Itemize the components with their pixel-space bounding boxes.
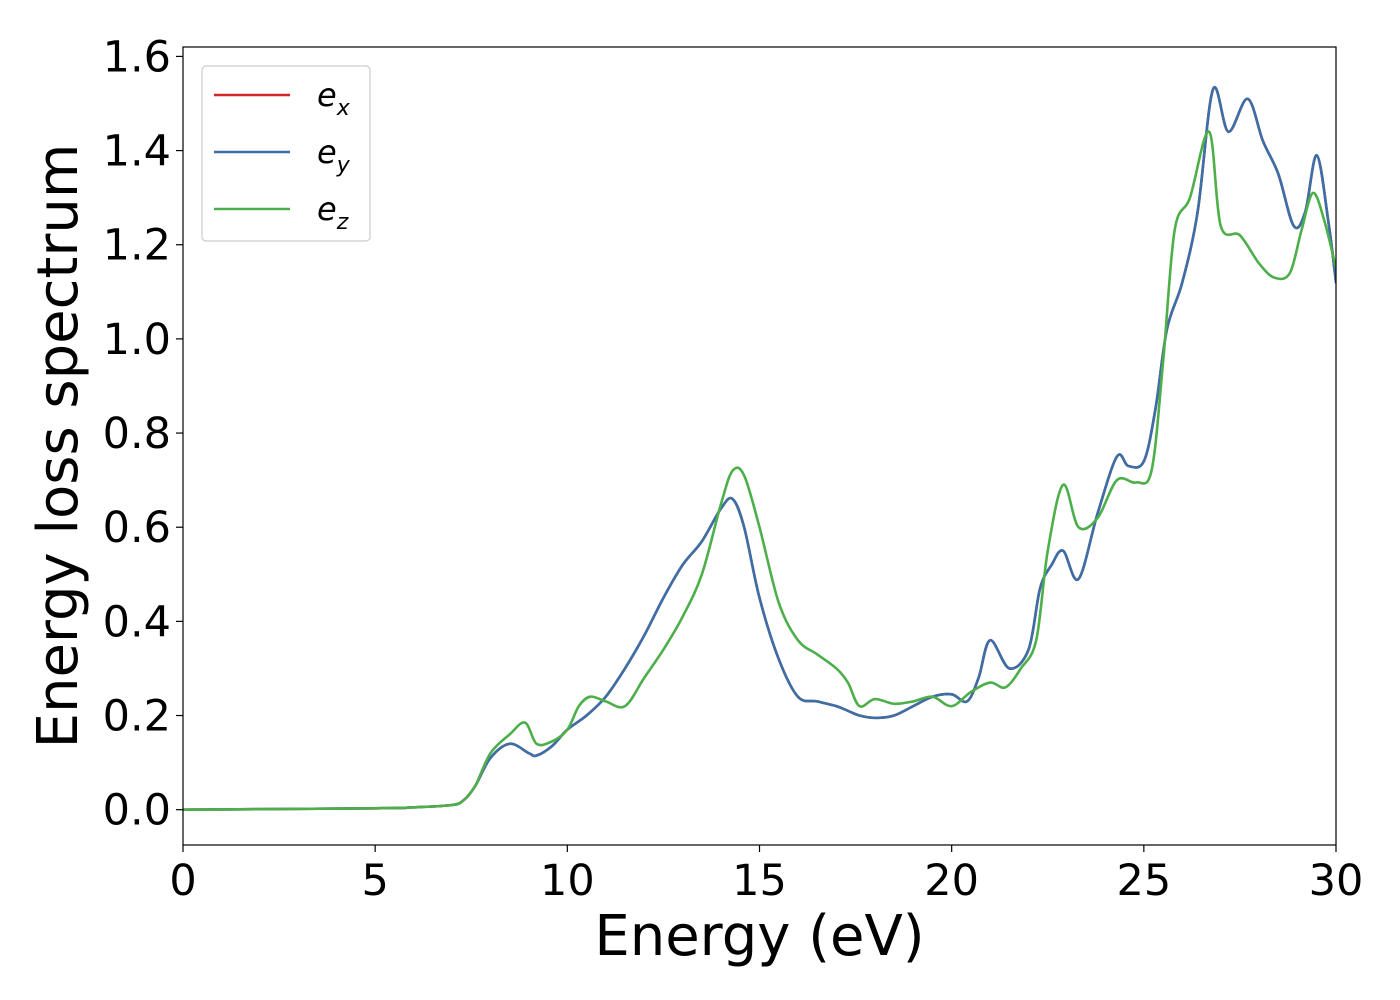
x-axis-label: Energy (eV)	[594, 904, 924, 969]
y-tick-label: 0.6	[103, 503, 171, 553]
y-tick-label: 1.4	[103, 127, 171, 177]
y-tick-label: 0.2	[103, 692, 171, 742]
x-tick-label: 5	[361, 856, 388, 906]
x-axis-ticks: 0 5 10 15 20 25 30	[169, 845, 1363, 906]
series-line-y	[183, 85, 1336, 811]
y-tick-label: 0.8	[103, 409, 171, 459]
y-axis-label: Energy loss spectrum	[26, 144, 91, 749]
series-line-z	[183, 130, 1336, 811]
y-tick-label: 1.2	[103, 221, 171, 271]
legend-label-sub: z	[336, 210, 349, 235]
x-tick-label: 20	[924, 856, 979, 906]
legend-label-y: ey	[317, 133, 351, 178]
y-tick-label: 0.0	[103, 786, 171, 836]
x-tick-label: 25	[1116, 856, 1171, 906]
x-tick-label: 10	[540, 856, 595, 906]
x-tick-label: 30	[1309, 856, 1364, 906]
legend-label-x: ex	[317, 76, 351, 121]
legend-label-sub: x	[336, 96, 351, 121]
legend-label-base: e	[317, 190, 337, 228]
x-tick-label: 0	[169, 856, 196, 906]
x-tick-label: 15	[732, 856, 787, 906]
legend-label-base: e	[317, 133, 337, 171]
y-axis-ticks: 0.0 0.2 0.4 0.6 0.8 1.0 1.2 1.4 1.6	[103, 32, 183, 836]
y-tick-label: 0.4	[103, 597, 171, 647]
series-lines	[183, 85, 1336, 811]
legend-box	[201, 65, 371, 242]
legend-label-sub: y	[336, 153, 351, 178]
y-tick-label: 1.0	[103, 315, 171, 365]
legend-label-z: ez	[317, 190, 349, 235]
legend-label-base: e	[317, 76, 337, 114]
y-tick-label: 1.6	[103, 32, 171, 82]
